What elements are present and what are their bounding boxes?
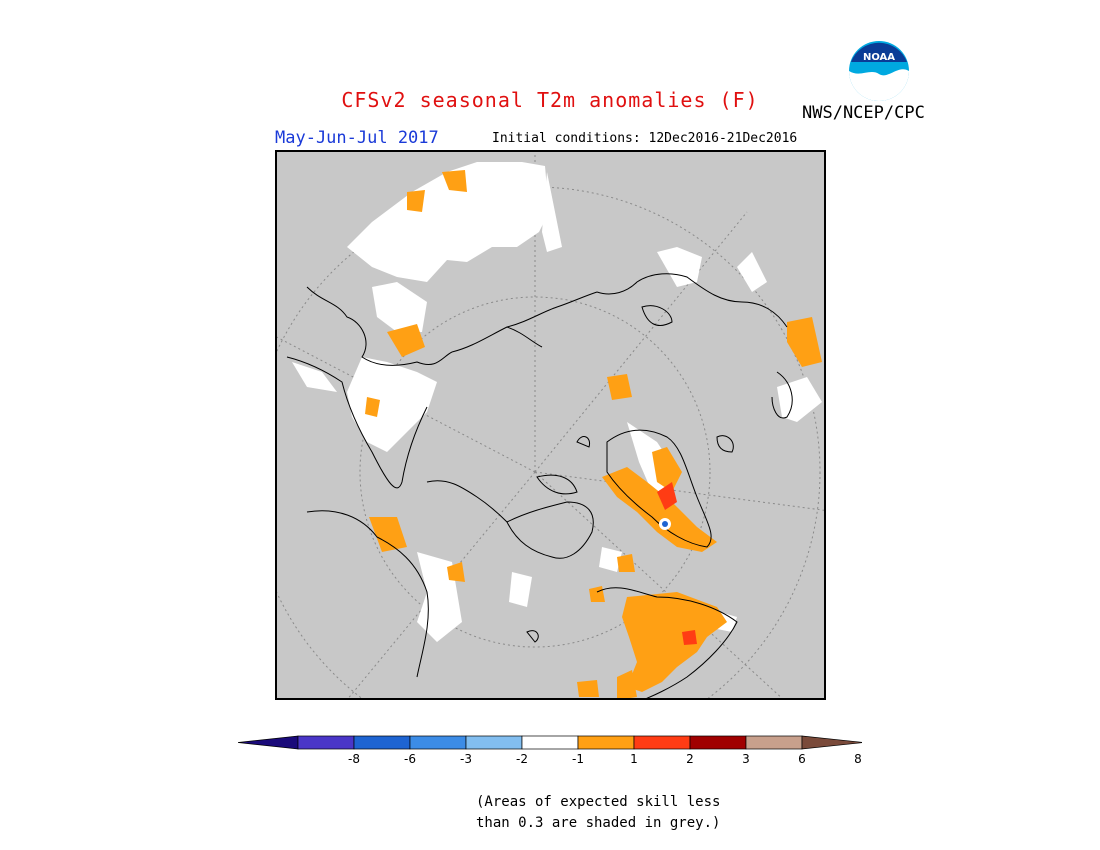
colorbar-swatch bbox=[745, 735, 803, 750]
skill-footnote: (Areas of expected skill less than 0.3 a… bbox=[476, 794, 721, 831]
warm-anomaly-areas bbox=[365, 170, 822, 698]
colorbar-swatch bbox=[297, 735, 355, 750]
marker-inner bbox=[662, 521, 668, 527]
colorbar-tick-label: -3 bbox=[460, 752, 472, 766]
colorbar-arrow-right bbox=[801, 735, 862, 750]
agency-label: NWS/NCEP/CPC bbox=[802, 103, 925, 123]
initial-conditions-label: Initial conditions: 12Dec2016-21Dec2016 bbox=[492, 131, 798, 146]
coastlines bbox=[286, 273, 793, 698]
noaa-logo-text: NOAA bbox=[863, 52, 895, 63]
polar-anomaly-map bbox=[275, 150, 826, 700]
colorbar-tick-label: -6 bbox=[404, 752, 416, 766]
colorbar-swatch bbox=[353, 735, 411, 750]
hot-anomaly-areas bbox=[657, 482, 697, 645]
colorbar-tick-label: 8 bbox=[854, 752, 862, 766]
colorbar-tick-label: -1 bbox=[572, 752, 584, 766]
colorbar-tick-label: 1 bbox=[630, 752, 638, 766]
colorbar-swatch bbox=[465, 735, 523, 750]
noaa-logo: NOAA bbox=[849, 41, 909, 101]
colorbar-swatch bbox=[521, 735, 579, 750]
colorbar-swatch bbox=[633, 735, 691, 750]
colorbar-tick-label: -8 bbox=[348, 752, 360, 766]
colorbar-swatch bbox=[689, 735, 747, 750]
colorbar-tick-label: -2 bbox=[516, 752, 528, 766]
colorbar-swatch bbox=[409, 735, 467, 750]
map-title: CFSv2 seasonal T2m anomalies (F) bbox=[341, 88, 759, 112]
season-label: May-Jun-Jul 2017 bbox=[275, 128, 439, 148]
colorbar-tick-label: 3 bbox=[742, 752, 750, 766]
colorbar-arrow-left bbox=[238, 735, 299, 750]
colorbar-tick-label: 2 bbox=[686, 752, 694, 766]
colorbar-tick-label: 6 bbox=[798, 752, 806, 766]
colorbar bbox=[238, 735, 862, 750]
colorbar-swatch bbox=[577, 735, 635, 750]
